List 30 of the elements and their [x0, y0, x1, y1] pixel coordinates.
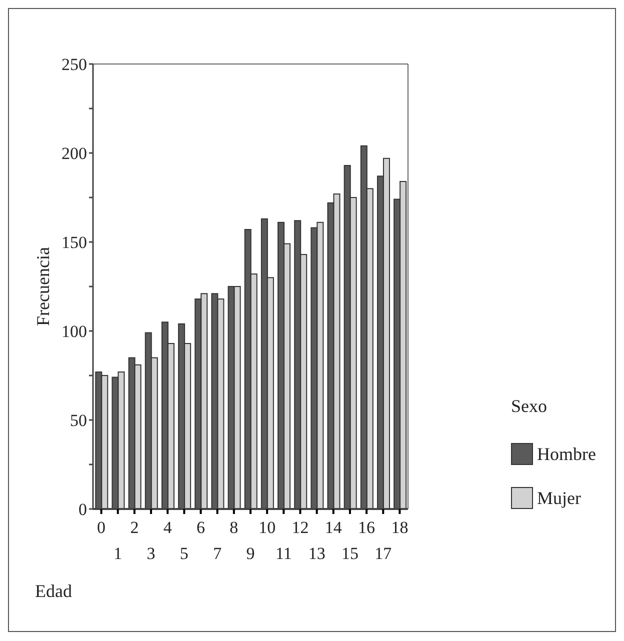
x-tick-label: 8 [230, 518, 238, 537]
x-tick-label: 16 [358, 518, 376, 537]
legend-title: Sexo [511, 396, 548, 417]
legend-label: Hombre [537, 444, 596, 464]
x-tick-label: 2 [130, 518, 139, 537]
x-tick-label: 15 [341, 544, 358, 563]
x-tick-label: 12 [292, 518, 309, 537]
legend-label: Mujer [537, 488, 581, 508]
y-tick-label: 100 [62, 322, 87, 342]
x-tick-label: 5 [180, 544, 188, 563]
x-tick-label: 3 [146, 544, 156, 563]
x-tick-label: 17 [374, 544, 392, 563]
x-tick-label: 11 [275, 544, 292, 563]
y-tick-label: 250 [62, 55, 87, 74]
y-axis-title: Frecuencia [33, 247, 53, 326]
y-tick-label: 0 [78, 500, 87, 520]
x-tick-label: 18 [391, 518, 408, 537]
y-tick-label: 150 [62, 233, 87, 252]
x-tick-label: 1 [114, 544, 122, 563]
x-tick-label: 0 [97, 518, 106, 537]
x-tick-label: 14 [324, 518, 342, 537]
x-tick-label: 10 [258, 518, 276, 537]
x-tick-label: 6 [196, 518, 206, 537]
x-tick-label: 9 [246, 544, 255, 563]
x-tick-label: 13 [308, 544, 326, 563]
x-tick-label: 4 [163, 518, 172, 537]
y-tick-label: 200 [62, 144, 87, 164]
y-tick-label: 50 [70, 411, 87, 430]
x-axis-title: Edad [35, 581, 72, 601]
x-tick-label: 7 [213, 544, 222, 563]
